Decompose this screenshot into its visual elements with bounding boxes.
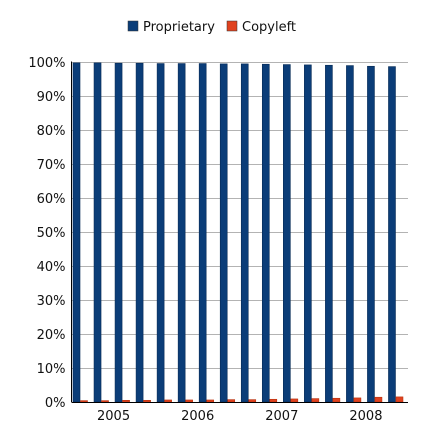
- y-tick-label: 80%: [37, 124, 66, 139]
- legend-label-proprietary: Proprietary: [143, 20, 215, 35]
- bar-copyleft: [395, 396, 404, 403]
- y-tick-label: 0%: [45, 396, 66, 411]
- bar-copyleft: [143, 399, 151, 403]
- bar-copyleft: [80, 400, 88, 403]
- bar-copyleft: [374, 396, 383, 403]
- bar-proprietary: [261, 63, 270, 403]
- bar-proprietary: [93, 62, 102, 403]
- bar-copyleft: [311, 398, 320, 403]
- bar-proprietary: [346, 65, 354, 403]
- bar-proprietary: [388, 66, 396, 403]
- legend-swatch-proprietary: [127, 20, 139, 32]
- bar-copyleft: [185, 399, 193, 403]
- axes: [71, 61, 408, 403]
- x-tick-label: 2008: [349, 409, 382, 424]
- bar-copyleft: [122, 399, 130, 403]
- bar-proprietary: [135, 62, 144, 403]
- bar-copyleft: [227, 399, 236, 403]
- bar-copyleft: [269, 398, 278, 403]
- bar-proprietary: [156, 63, 165, 403]
- bar-copyleft: [101, 400, 109, 403]
- y-tick-label: 20%: [37, 328, 66, 343]
- bar-proprietary: [198, 63, 207, 403]
- y-tick-label: 10%: [37, 362, 66, 377]
- bar-copyleft: [164, 399, 172, 403]
- grid-lines: [71, 62, 408, 369]
- bar-copyleft: [206, 399, 214, 403]
- bar-proprietary: [240, 63, 249, 403]
- bar-copyleft: [332, 397, 341, 403]
- y-tick-label: 90%: [37, 90, 66, 105]
- y-tick-label: 60%: [37, 192, 66, 207]
- bar-proprietary: [367, 65, 375, 403]
- bar-proprietary: [283, 64, 291, 403]
- bar-copyleft: [290, 398, 299, 403]
- bar-proprietary: [219, 63, 228, 403]
- y-tick-label: 40%: [37, 260, 66, 275]
- bars: [72, 62, 404, 403]
- x-tick-label: 2005: [97, 409, 130, 424]
- y-tick-label: 100%: [28, 56, 65, 71]
- y-axis-tick-labels: 0% 10% 20% 30% 40% 50% 60% 70% 80% 90% 100%: [28, 56, 65, 411]
- y-tick-label: 30%: [37, 294, 66, 309]
- bar-proprietary: [114, 62, 123, 403]
- legend-swatch-copyleft: [226, 20, 238, 32]
- x-tick-label: 2006: [181, 409, 214, 424]
- bar-proprietary: [177, 63, 186, 403]
- legend: Proprietary Copyleft: [127, 20, 296, 35]
- y-tick-label: 50%: [37, 226, 66, 241]
- x-tick-label: 2007: [265, 409, 298, 424]
- y-tick-label: 70%: [37, 158, 66, 173]
- bar-proprietary: [72, 62, 81, 403]
- legend-label-copyleft: Copyleft: [242, 20, 296, 35]
- bar-copyleft: [248, 399, 257, 403]
- x-axis-tick-labels: 2005 2006 2007 2008: [97, 409, 382, 424]
- bar-proprietary: [304, 64, 312, 403]
- bar-copyleft: [353, 397, 362, 403]
- bar-proprietary: [325, 64, 333, 403]
